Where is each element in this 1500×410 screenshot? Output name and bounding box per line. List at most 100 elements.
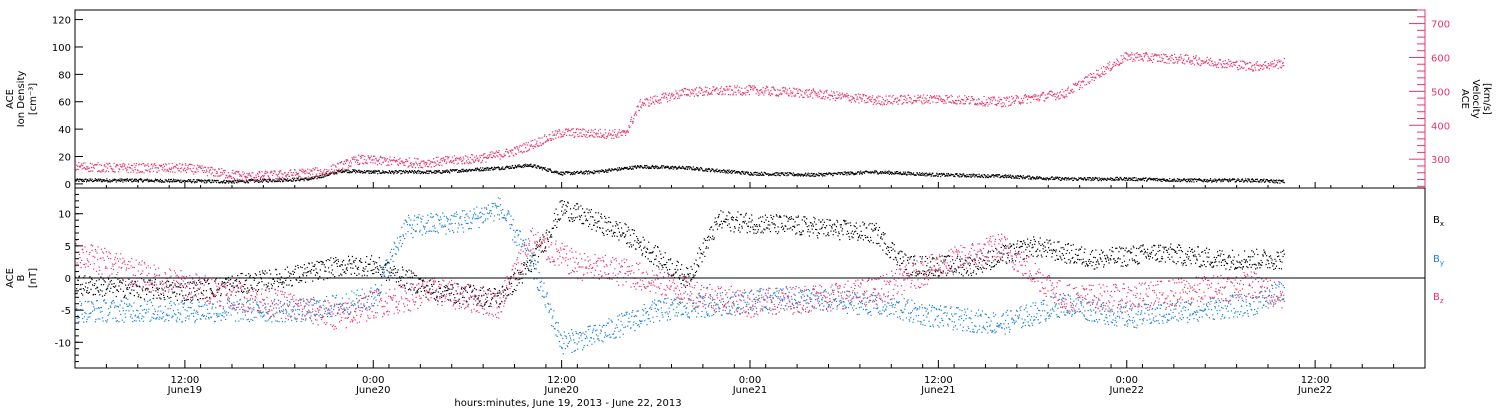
velocity-series-point — [422, 161, 424, 163]
velocity-series-point — [78, 165, 80, 167]
velocity-series-point — [998, 101, 1001, 103]
bx-series-point — [362, 269, 364, 271]
velocity-series-point — [1135, 56, 1137, 58]
velocity-series-point — [214, 169, 216, 171]
velocity-series-point — [984, 105, 986, 107]
velocity-series-point — [365, 159, 367, 161]
velocity-series-point — [493, 155, 495, 157]
velocity-series-point — [154, 167, 156, 169]
density-series-point — [708, 167, 710, 170]
density-series-point — [1247, 178, 1249, 180]
density-series-point — [297, 179, 299, 181]
velocity-series-point — [1187, 54, 1189, 56]
density-series-point — [1142, 179, 1144, 181]
density-series-point — [1202, 181, 1204, 183]
density-series-point — [1040, 177, 1042, 179]
velocity-series-point — [736, 85, 738, 87]
velocity-series-point — [721, 91, 724, 93]
density-series-point — [772, 174, 774, 176]
velocity-series-point — [930, 95, 932, 97]
velocity-series-point — [742, 93, 744, 95]
velocity-series-point — [158, 170, 160, 172]
density-series-point — [925, 172, 927, 174]
velocity-series-point — [641, 104, 643, 106]
velocity-series-point — [751, 86, 753, 88]
density-series-point — [444, 170, 446, 172]
velocity-series-point — [1183, 63, 1186, 65]
velocity-series-point — [1041, 92, 1044, 94]
velocity-series-point — [814, 93, 816, 95]
density-series-point — [1166, 179, 1169, 181]
velocity-series-point — [573, 136, 575, 138]
density-series-point — [109, 179, 111, 181]
density-series-point — [1198, 178, 1201, 180]
density-series-point — [1062, 178, 1064, 180]
density-series-point — [1040, 177, 1042, 179]
velocity-series-point — [767, 86, 769, 88]
velocity-series-point — [654, 95, 656, 97]
density-series-point — [91, 178, 93, 180]
density-series-point — [726, 169, 728, 171]
density-series-point — [778, 174, 780, 176]
bx-series-point — [143, 298, 145, 300]
density-series-point — [1161, 180, 1163, 182]
velocity-series-point — [181, 164, 183, 166]
velocity-series-point — [87, 166, 89, 168]
density-series-point — [512, 164, 514, 167]
density-series-point — [355, 172, 357, 174]
density-series-point — [734, 172, 736, 174]
velocity-series-point — [558, 129, 560, 131]
velocity-series-point — [920, 100, 922, 102]
density-series-point — [1274, 182, 1276, 184]
velocity-series-point — [881, 101, 883, 103]
density-series-point — [1276, 179, 1278, 181]
density-series-point — [906, 174, 908, 176]
density-series-point — [459, 171, 461, 173]
velocity-series-point — [524, 144, 526, 146]
density-series-point — [774, 172, 776, 174]
velocity-series-point — [1203, 60, 1205, 62]
velocity-series-point — [1057, 96, 1059, 98]
density-series-point — [368, 170, 370, 172]
density-series-point — [500, 168, 502, 170]
density-series-point — [747, 171, 749, 173]
density-series-point — [341, 168, 343, 171]
density-series-point — [555, 170, 557, 172]
density-series-point — [551, 171, 553, 173]
density-series-point — [529, 164, 531, 166]
velocity-series-point — [166, 164, 168, 166]
density-series-point — [648, 166, 650, 168]
velocity-series-point — [1062, 95, 1064, 97]
velocity-series-point — [1251, 64, 1253, 66]
bx-series-point — [109, 290, 111, 292]
velocity-series-point — [451, 162, 453, 164]
density-series-point — [319, 177, 321, 179]
density-series-point — [893, 173, 895, 175]
velocity-series-point — [673, 94, 675, 96]
density-series-point — [1117, 178, 1120, 180]
bx-series-point — [164, 290, 166, 292]
velocity-series-point — [248, 173, 250, 175]
velocity-series-point — [1207, 62, 1209, 64]
bx-series-point — [148, 291, 150, 293]
density-series-point — [970, 174, 972, 176]
velocity-series-point — [401, 160, 403, 162]
velocity-series-point — [537, 145, 539, 147]
density-series-point — [792, 172, 795, 174]
velocity-series-point — [220, 174, 222, 176]
velocity-series-point — [516, 145, 518, 147]
velocity-series-point — [320, 174, 323, 176]
density-series-point — [494, 168, 496, 170]
velocity-series-point — [1126, 59, 1128, 61]
density-series-point — [1158, 178, 1160, 180]
velocity-series-point — [612, 130, 614, 132]
velocity-series-point — [905, 100, 907, 102]
density-series-point — [543, 167, 545, 170]
velocity-series-point — [874, 98, 876, 100]
density-series-point — [329, 173, 331, 175]
velocity-series-point — [885, 95, 887, 97]
velocity-series-point — [1153, 58, 1155, 60]
velocity-series-point — [372, 162, 374, 164]
bx-series-point — [220, 293, 222, 295]
bx-series-point — [139, 286, 141, 288]
